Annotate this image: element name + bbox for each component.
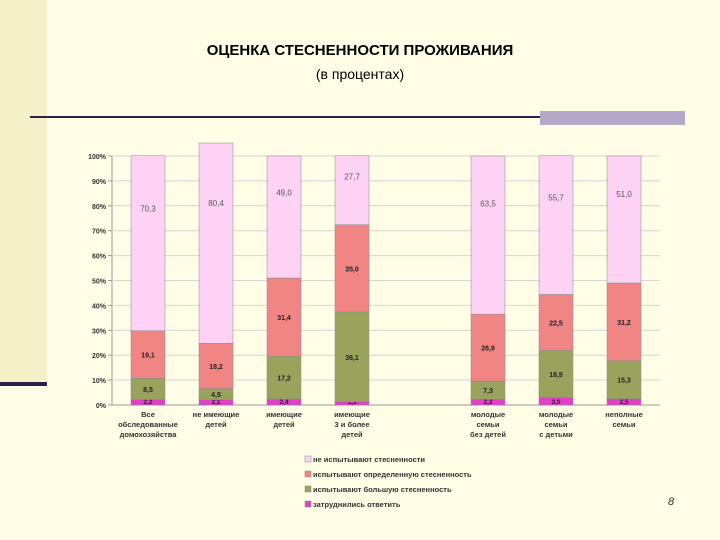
x-category-label: семьи <box>476 420 499 429</box>
data-label: 2,2 <box>143 399 152 406</box>
x-category-label: имеющие <box>334 410 370 419</box>
left-decorative-band <box>0 0 47 386</box>
y-tick-label: 20% <box>92 353 107 360</box>
bar-segment <box>266 277 302 357</box>
page-number: 8 <box>668 496 675 508</box>
slide-subtitle: (в процентах) <box>315 66 405 82</box>
legend-swatch <box>304 455 312 463</box>
title-divider <box>30 116 685 118</box>
data-label: 17,2 <box>277 376 291 383</box>
bar-segment <box>198 342 234 389</box>
bar-segment <box>538 155 574 295</box>
x-category-label: молодые <box>539 410 573 419</box>
data-label: 7,3 <box>483 388 493 395</box>
legend-label: испытывают большую стесненность <box>313 485 452 494</box>
data-label: 4,5 <box>211 392 221 399</box>
legend-label: испытывают определенную стесненность <box>313 470 472 479</box>
y-tick-label: 40% <box>92 303 107 310</box>
bar-segment <box>470 155 506 315</box>
data-label: 18,2 <box>209 364 223 371</box>
data-label: 51,0 <box>616 190 632 199</box>
x-category-label: имеющие <box>266 410 302 419</box>
bar-segment <box>198 142 234 344</box>
data-label: 70,3 <box>140 204 156 213</box>
data-label: 2,3 <box>483 399 492 406</box>
data-label: 36,1 <box>345 355 359 362</box>
bar-segment <box>538 294 574 351</box>
bar-segment <box>334 311 370 403</box>
data-label: 2,5 <box>619 399 628 406</box>
x-category-label: 3 и более <box>335 420 370 429</box>
y-tick-label: 30% <box>92 328 107 335</box>
legend-label: затруднились ответить <box>313 500 401 509</box>
legend-label: не испытывают стесненности <box>313 455 425 464</box>
legend-swatch <box>304 470 312 478</box>
x-category-label: без детей <box>470 430 506 439</box>
data-label: 49,0 <box>276 189 292 198</box>
x-category-label: семьи <box>544 420 567 429</box>
data-label: 2,1 <box>211 399 220 406</box>
y-tick-label: 0% <box>96 403 107 410</box>
bar-segment <box>606 360 642 400</box>
slide-title: ОЦЕНКА СТЕСНЕННОСТИ ПРОЖИВАНИЯ <box>206 42 514 59</box>
x-category-label: детей <box>205 420 227 429</box>
x-category-label: не имеющие <box>193 410 240 419</box>
data-label: 26,9 <box>481 346 495 353</box>
bar-segment <box>334 224 370 313</box>
data-label: 18,9 <box>549 372 563 379</box>
x-category-label: домохозяйства <box>120 430 178 439</box>
data-label: 31,2 <box>617 320 631 327</box>
data-label: 2,4 <box>279 399 288 406</box>
y-tick-label: 60% <box>92 254 107 261</box>
x-category-label: с детьми <box>539 430 573 439</box>
y-tick-label: 50% <box>92 279 107 286</box>
bar-segment <box>606 155 642 284</box>
data-label: 15,3 <box>617 378 631 385</box>
x-category-label: неполные <box>605 410 643 419</box>
bar-segment <box>130 155 166 332</box>
legend-swatch <box>304 485 312 493</box>
data-label: 1,3 <box>347 399 356 406</box>
x-category-label: детей <box>273 420 295 429</box>
left-band-underline <box>0 382 47 386</box>
y-tick-label: 10% <box>92 378 107 385</box>
bar-segment <box>334 155 370 225</box>
x-category-label: семьи <box>612 420 635 429</box>
x-category-label: обследованные <box>118 420 178 429</box>
title-divider-accent <box>540 111 685 125</box>
data-label: 3,0 <box>551 399 560 406</box>
bar-segment <box>606 282 642 361</box>
data-label: 55,7 <box>548 193 564 202</box>
bar-segment <box>266 355 302 400</box>
data-label: 35,0 <box>345 266 359 273</box>
data-label: 80,4 <box>208 199 224 208</box>
legend-swatch <box>304 500 312 508</box>
data-label: 22,5 <box>549 320 563 327</box>
bar-segment <box>266 155 302 279</box>
y-tick-label: 90% <box>92 179 107 186</box>
data-label: 27,7 <box>344 172 360 181</box>
data-label: 63,5 <box>480 199 496 208</box>
bar-segment <box>130 330 166 379</box>
bar-segment <box>538 350 574 398</box>
data-label: 31,4 <box>277 315 291 322</box>
x-category-label: молодые <box>471 410 505 419</box>
x-category-label: Все <box>141 410 155 419</box>
bar-segment <box>470 313 506 382</box>
data-label: 8,5 <box>143 387 153 394</box>
data-label: 19,1 <box>141 353 155 360</box>
y-tick-label: 100% <box>88 154 107 161</box>
x-category-label: детей <box>341 430 363 439</box>
y-tick-label: 80% <box>92 204 107 211</box>
y-tick-label: 70% <box>92 229 107 236</box>
